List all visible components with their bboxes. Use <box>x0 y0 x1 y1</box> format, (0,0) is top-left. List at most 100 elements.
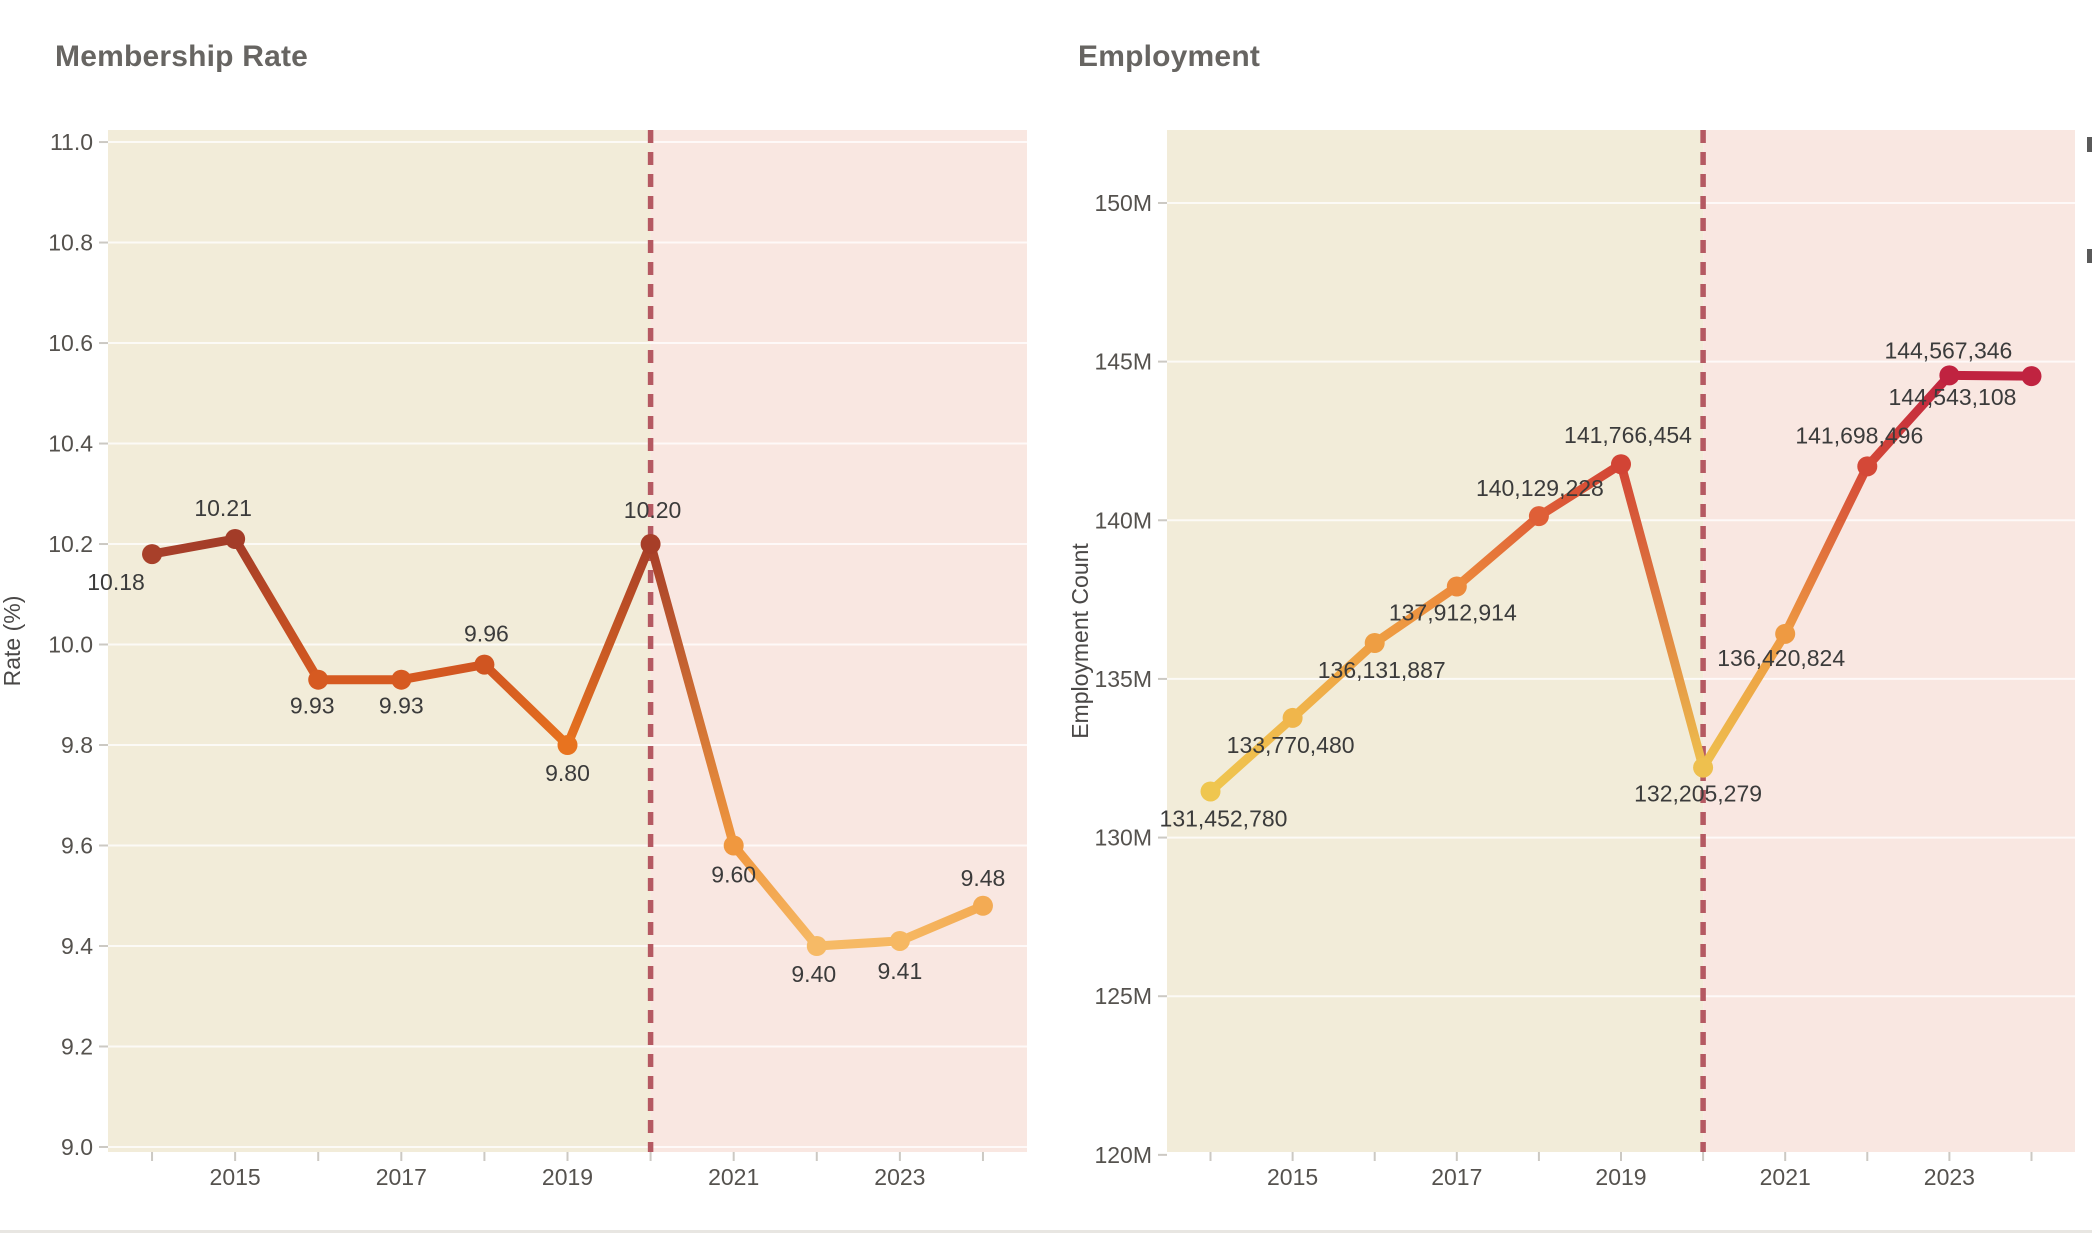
data-point <box>1200 781 1221 802</box>
y-tick-label: 150M <box>1094 190 1152 216</box>
y-tick-label: 9.8 <box>61 732 93 758</box>
data-point-label: 9.93 <box>290 693 335 719</box>
data-point-label: 144,543,108 <box>1889 384 2017 410</box>
data-point <box>723 835 744 856</box>
data-point-label: 136,420,824 <box>1717 645 1845 671</box>
series-segment <box>729 841 822 951</box>
series-segment <box>230 534 323 685</box>
series-segment <box>895 901 988 946</box>
series-segment <box>563 539 656 750</box>
y-tick-label: 10.2 <box>48 531 93 557</box>
y-tick-label: 10.0 <box>48 632 93 658</box>
data-point <box>889 930 910 951</box>
y-tick-label: 130M <box>1094 825 1152 851</box>
series-segment <box>1862 370 1954 471</box>
x-tick-label: 2021 <box>708 1164 759 1190</box>
plot-bg-after-break <box>650 130 1027 1152</box>
data-point <box>308 669 329 690</box>
series-segment <box>1534 459 1626 521</box>
series-segment <box>479 660 572 750</box>
x-tick-label: 2017 <box>376 1164 427 1190</box>
data-point <box>557 735 578 756</box>
series-segment <box>147 534 240 559</box>
data-point <box>225 529 246 550</box>
y-tick-label: 9.2 <box>61 1033 93 1059</box>
data-point-label: 10.20 <box>624 497 682 523</box>
data-point-label: 144,567,346 <box>1884 337 2012 363</box>
data-point-label: 10.18 <box>87 569 145 595</box>
y-tick-label: 125M <box>1094 983 1152 1009</box>
data-point <box>1775 623 1796 644</box>
series-segment <box>812 936 905 951</box>
data-point-label: 9.93 <box>379 693 424 719</box>
y-tick-label: 10.8 <box>48 230 93 256</box>
data-point-label: 9.48 <box>961 865 1006 891</box>
data-point <box>1282 707 1303 728</box>
y-tick-label: 140M <box>1094 507 1152 533</box>
x-tick-label: 2019 <box>542 1164 593 1190</box>
y-tick-label: 120M <box>1094 1142 1152 1168</box>
series-segment <box>1698 629 1790 773</box>
series-segment <box>646 539 739 851</box>
x-tick-label: 2015 <box>210 1164 261 1190</box>
data-point-label: 9.40 <box>791 961 836 987</box>
x-tick-label: 2023 <box>1924 1164 1975 1190</box>
plot-bg-before-break <box>108 130 651 1152</box>
data-point-label: 133,770,480 <box>1227 732 1355 758</box>
chart-title-employment: Employment <box>1078 40 1261 73</box>
y-tick-label: 10.6 <box>48 330 93 356</box>
y-tick-label: 10.4 <box>48 431 93 457</box>
data-point-label: 136,131,887 <box>1318 657 1446 683</box>
plot-bg-before-break <box>1167 130 1704 1152</box>
y-tick-label: 135M <box>1094 666 1152 692</box>
y-axis-title: Employment Count <box>1067 543 1093 739</box>
series-segment <box>1616 459 1708 773</box>
plot-bg-after-break <box>1703 130 2075 1152</box>
data-point-label: 9.60 <box>711 862 756 888</box>
series-segment <box>396 660 489 685</box>
chart-title-membership-rate: Membership Rate <box>55 40 309 73</box>
bottom-divider <box>0 1230 2092 1233</box>
data-point <box>142 544 163 565</box>
data-point <box>1364 633 1385 654</box>
data-point <box>1857 456 1878 477</box>
data-point-label: 141,698,496 <box>1795 422 1923 448</box>
y-tick-label: 9.4 <box>61 933 93 959</box>
x-tick-label: 2015 <box>1267 1164 1318 1190</box>
data-point <box>640 534 661 555</box>
data-point-label: 137,912,914 <box>1389 599 1517 625</box>
data-point <box>474 654 495 675</box>
x-tick-label: 2019 <box>1595 1164 1646 1190</box>
data-point <box>1446 576 1467 597</box>
data-point <box>1693 757 1714 778</box>
data-point-label: 10.21 <box>194 495 252 521</box>
data-point-label: 9.41 <box>877 958 922 984</box>
data-point-label: 9.96 <box>464 621 509 647</box>
data-point <box>1528 506 1549 527</box>
data-point <box>972 895 993 916</box>
x-tick-label: 2017 <box>1431 1164 1482 1190</box>
data-point-label: 9.80 <box>545 760 590 786</box>
clipped-legend-fragment <box>2087 249 2092 263</box>
x-tick-label: 2023 <box>874 1164 925 1190</box>
series-segment <box>1944 370 2036 381</box>
data-point <box>391 669 412 690</box>
data-point-label: 140,129,228 <box>1476 475 1604 501</box>
data-point <box>1611 454 1631 475</box>
y-tick-label: 11.0 <box>50 129 93 155</box>
data-point-label: 132,205,279 <box>1634 781 1762 807</box>
series-segment <box>1206 713 1298 796</box>
data-point <box>806 935 827 956</box>
x-tick-label: 2021 <box>1760 1164 1811 1190</box>
series-segment <box>1780 461 1872 639</box>
y-tick-label: 9.0 <box>61 1134 93 1160</box>
series-segment <box>1370 581 1462 648</box>
y-axis-title: Rate (%) <box>0 596 25 687</box>
clipped-legend-fragment <box>2087 137 2092 152</box>
data-point-label: 131,452,780 <box>1160 805 1288 831</box>
data-point-label: 141,766,454 <box>1564 422 1692 448</box>
y-tick-label: 9.6 <box>61 833 93 859</box>
data-point <box>1939 365 1960 386</box>
